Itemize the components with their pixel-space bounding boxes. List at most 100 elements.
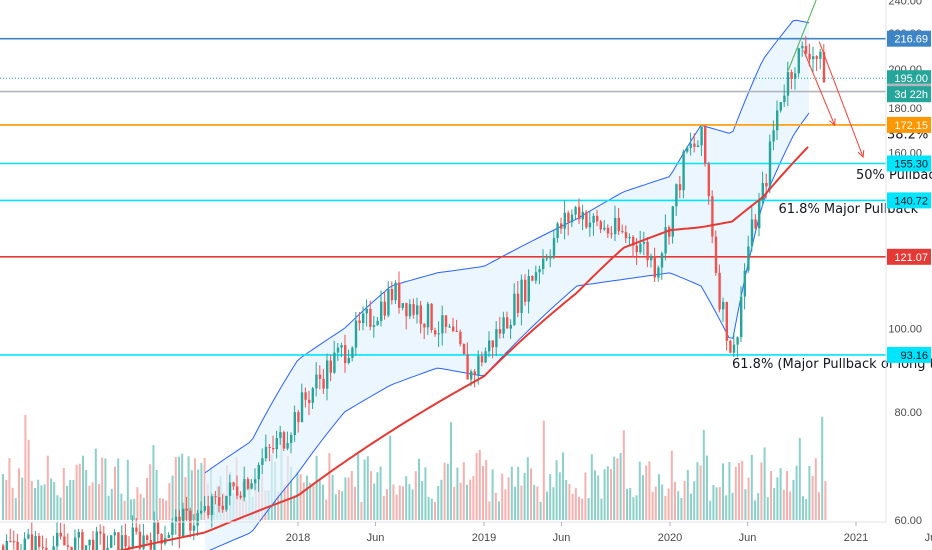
candle-body bbox=[228, 482, 232, 496]
volume-bar bbox=[613, 456, 616, 520]
volume-bar bbox=[50, 478, 52, 520]
volume-bar bbox=[411, 489, 414, 520]
volume-bar bbox=[85, 470, 88, 520]
volume-bar bbox=[354, 486, 356, 520]
candle-body bbox=[351, 347, 354, 358]
volume-bar bbox=[21, 477, 24, 520]
volume-bar bbox=[757, 493, 760, 520]
volume-bar bbox=[14, 498, 17, 520]
price-tag: 216.69 bbox=[887, 30, 931, 47]
candle-body bbox=[308, 399, 311, 403]
volume-bar bbox=[795, 465, 798, 520]
candle-body bbox=[480, 356, 484, 363]
candle-body bbox=[390, 289, 394, 301]
volume-bar bbox=[658, 474, 660, 520]
candle-body bbox=[729, 340, 732, 353]
volume-bar bbox=[437, 486, 440, 520]
y-tick-label: 100.00 bbox=[888, 323, 922, 335]
volume-bar bbox=[750, 454, 753, 520]
candle-body bbox=[146, 535, 149, 540]
volume-bar bbox=[603, 469, 606, 520]
x-tick-label: Jun bbox=[739, 532, 757, 544]
volume-bar bbox=[171, 475, 174, 520]
volume-bar bbox=[162, 498, 164, 520]
candle-body bbox=[52, 546, 55, 550]
volume-bar bbox=[530, 468, 532, 520]
volume-bar bbox=[734, 466, 737, 520]
volume-bar bbox=[754, 500, 756, 520]
volume-bar bbox=[574, 488, 577, 520]
candle-body bbox=[621, 231, 624, 233]
candle-body bbox=[556, 223, 559, 239]
volume-bar bbox=[75, 464, 78, 520]
volume-bar bbox=[616, 458, 619, 520]
volume-bar bbox=[155, 470, 158, 520]
candle-body bbox=[419, 305, 422, 324]
candle-body bbox=[207, 506, 210, 515]
candle-body bbox=[311, 388, 314, 403]
volume-bar bbox=[773, 488, 776, 520]
volume-bar bbox=[309, 482, 312, 520]
volume-bar bbox=[34, 488, 36, 520]
volume-bar bbox=[322, 484, 324, 520]
volume-bar bbox=[181, 453, 184, 520]
moving-average bbox=[118, 146, 809, 550]
volume-bar bbox=[661, 484, 664, 520]
volume-bar bbox=[683, 481, 686, 520]
volume-bar bbox=[8, 458, 11, 520]
volume-bar bbox=[584, 472, 587, 520]
volume-bar bbox=[450, 422, 452, 520]
candle-body bbox=[491, 340, 494, 348]
candle-body bbox=[794, 73, 797, 79]
candle-body bbox=[354, 320, 358, 348]
volume-bar bbox=[446, 463, 449, 520]
volume-bar bbox=[478, 450, 481, 520]
volume-bar bbox=[414, 471, 417, 520]
candle-body bbox=[610, 233, 613, 235]
candle-body bbox=[200, 510, 203, 514]
candle-body bbox=[189, 510, 192, 531]
candle-body bbox=[437, 333, 440, 335]
volume-bar bbox=[779, 468, 782, 520]
candle-body bbox=[142, 535, 145, 549]
arrow-line bbox=[818, 41, 864, 158]
candle-body bbox=[592, 215, 595, 223]
candlesticks bbox=[2, 35, 826, 550]
volume-bar bbox=[763, 447, 766, 520]
candle-body bbox=[650, 256, 653, 261]
candle-body bbox=[117, 532, 120, 550]
candle-body bbox=[509, 324, 512, 329]
candle-body bbox=[210, 496, 214, 515]
volume-bar bbox=[728, 462, 731, 520]
candle-body bbox=[696, 145, 700, 147]
volume-bar bbox=[805, 499, 808, 520]
volume-bar bbox=[376, 472, 379, 520]
candle-body bbox=[347, 357, 350, 363]
volume-bar bbox=[72, 480, 75, 520]
candle-body bbox=[642, 241, 646, 244]
arrow-head bbox=[829, 118, 836, 127]
volume-bar bbox=[366, 456, 369, 520]
time-axis[interactable]: 2018Jun2019Jun2020Jun2021Jun2022 bbox=[286, 522, 932, 544]
volume-bar bbox=[536, 486, 539, 520]
candle-body bbox=[639, 243, 642, 253]
candle-body bbox=[657, 267, 660, 278]
candle-body bbox=[542, 258, 545, 270]
volume-bar bbox=[702, 430, 705, 520]
volume-bar bbox=[126, 459, 129, 520]
candle-body bbox=[506, 317, 509, 329]
candle-body bbox=[473, 371, 476, 375]
volume-bar bbox=[747, 477, 750, 520]
candle-body bbox=[221, 505, 224, 510]
candle-body bbox=[74, 537, 77, 550]
volume-bar bbox=[11, 487, 14, 520]
candle-body bbox=[545, 258, 548, 260]
candle-body bbox=[804, 46, 808, 54]
volume-bar bbox=[312, 483, 315, 520]
candle-body bbox=[156, 522, 160, 534]
volume-bar bbox=[686, 469, 689, 520]
volume-bar bbox=[632, 497, 635, 520]
volume-bar bbox=[59, 497, 62, 520]
volume-bar bbox=[555, 460, 558, 520]
